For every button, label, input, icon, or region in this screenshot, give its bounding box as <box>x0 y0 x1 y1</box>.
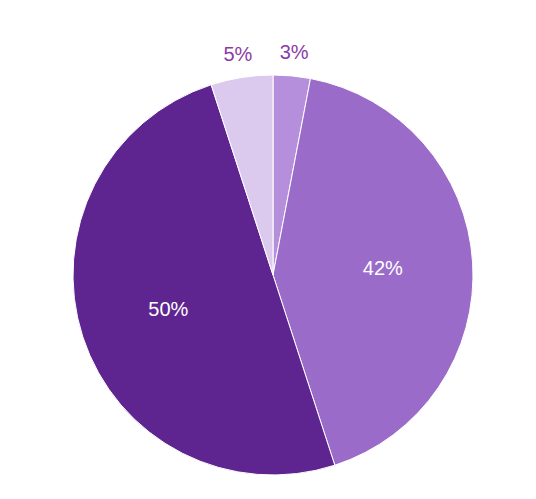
svg-text:50%: 50% <box>148 298 188 320</box>
svg-text:5%: 5% <box>224 43 253 65</box>
svg-text:42%: 42% <box>363 257 403 279</box>
svg-text:3%: 3% <box>280 41 309 63</box>
